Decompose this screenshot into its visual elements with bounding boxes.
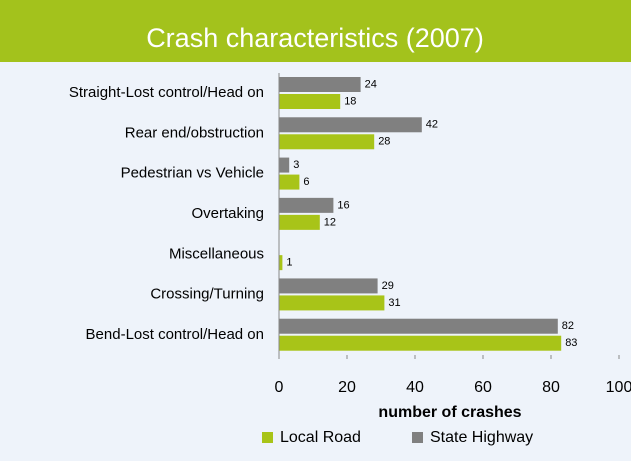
legend-label: State Highway: [430, 429, 533, 446]
value-label: 6: [303, 176, 309, 188]
value-label: 42: [426, 119, 438, 131]
value-label: 83: [565, 337, 577, 349]
bar: [279, 255, 283, 271]
bar: [279, 214, 320, 230]
bar: [279, 134, 375, 150]
y-tick-label: Overtaking: [191, 205, 264, 222]
title-banner: [0, 0, 631, 62]
bar: [279, 77, 361, 92]
bar: [279, 318, 558, 334]
value-label: 31: [388, 297, 400, 309]
bar: [279, 117, 422, 133]
x-tick-label: 20: [338, 379, 356, 396]
x-axis-title: number of crashes: [378, 404, 521, 421]
value-label: 16: [337, 199, 349, 211]
y-tick-label: Miscellaneous: [169, 245, 264, 262]
value-label: 24: [365, 78, 377, 90]
value-label: 82: [562, 320, 574, 332]
value-label: 18: [344, 95, 356, 107]
x-tick-label: 60: [474, 379, 492, 396]
legend-swatch: [262, 432, 273, 443]
bar: [279, 157, 290, 173]
bar: [279, 197, 334, 213]
chart-title: Crash characteristics (2007): [146, 23, 484, 53]
bar: [279, 94, 341, 109]
bar: [279, 335, 562, 351]
y-tick-label: Bend-Lost control/Head on: [86, 326, 264, 343]
value-label: 28: [378, 136, 390, 148]
x-tick-label: 40: [406, 379, 424, 396]
legend-swatch: [412, 432, 423, 443]
y-tick-label: Crossing/Turning: [150, 286, 264, 303]
bar: [279, 295, 385, 311]
value-label: 12: [324, 216, 336, 228]
y-tick-label: Straight-Lost control/Head on: [69, 84, 264, 101]
legend-label: Local Road: [280, 429, 361, 446]
value-label: 3: [293, 159, 299, 171]
y-tick-label: Pedestrian vs Vehicle: [121, 165, 264, 182]
value-label: 1: [286, 257, 292, 269]
x-tick-label: 100: [606, 379, 631, 396]
value-label: 29: [382, 280, 394, 292]
bar: [279, 174, 300, 190]
y-tick-label: Rear end/obstruction: [125, 124, 264, 141]
x-tick-label: 0: [275, 379, 284, 396]
x-tick-label: 80: [542, 379, 560, 396]
bar: [279, 278, 378, 294]
